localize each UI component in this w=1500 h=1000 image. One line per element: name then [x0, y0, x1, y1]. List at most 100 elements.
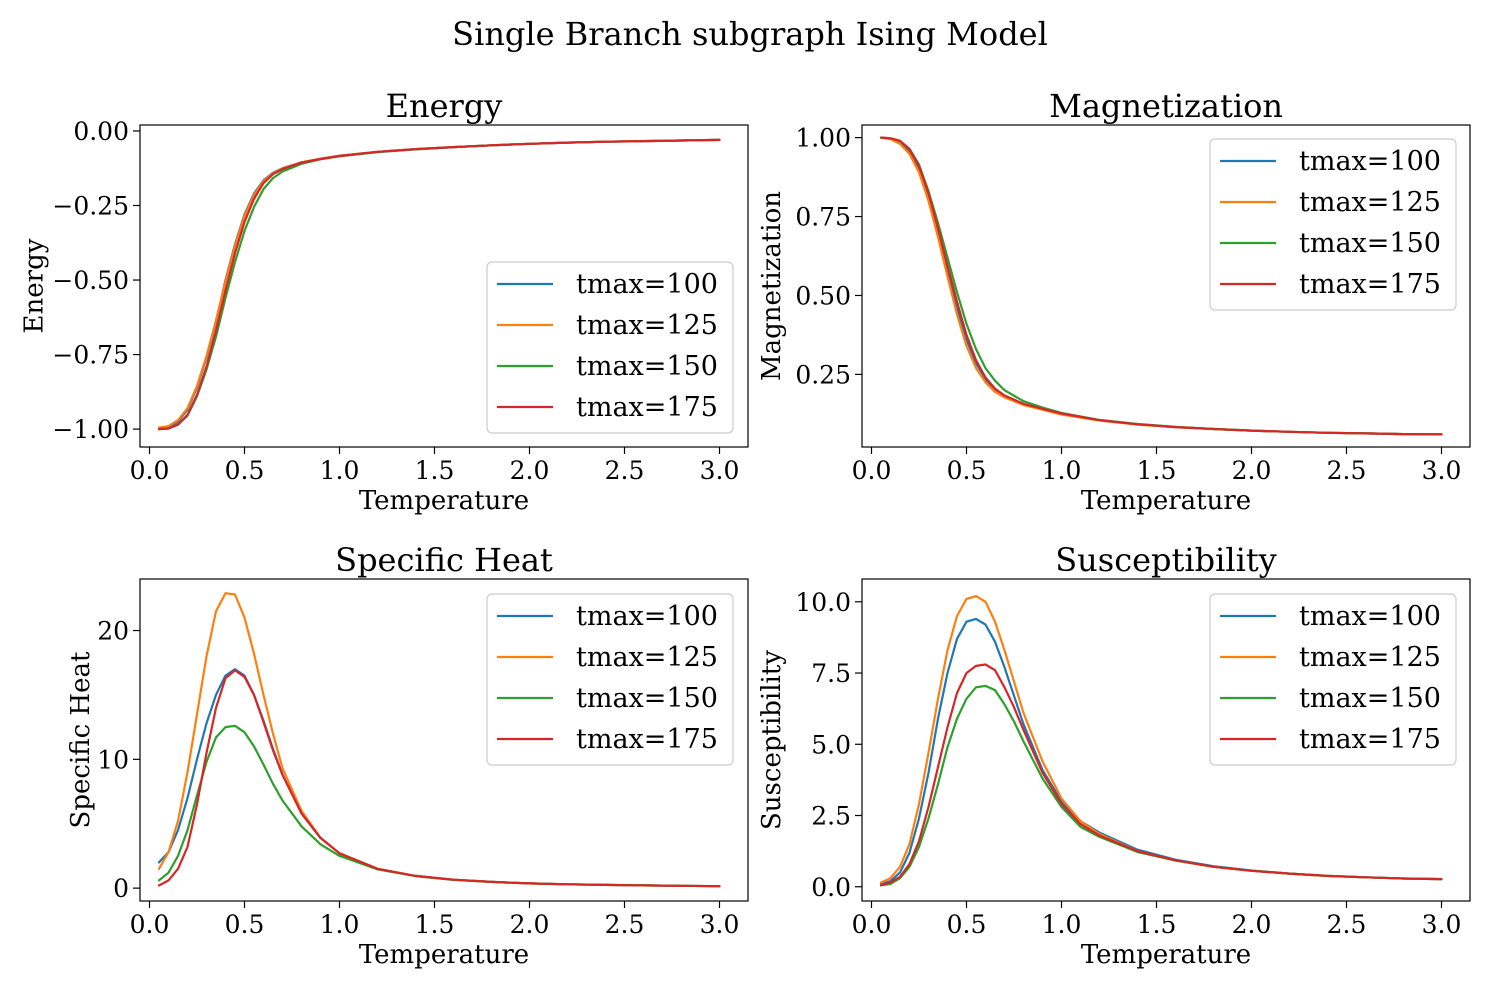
susceptibility-xtick-label: 0.5: [947, 910, 987, 939]
energy-axes-frame: [139, 124, 749, 448]
susceptibility-xtick-label: 2.5: [1327, 910, 1367, 939]
energy-xtick-label: 2.0: [510, 456, 550, 485]
energy-xtick-label: 2.5: [605, 456, 645, 485]
susceptibility-series-group: [879, 594, 1443, 887]
susceptibility-legend-label: tmax=125: [1299, 642, 1441, 673]
specific-heat-series-tmax-175: [157, 669, 721, 888]
magnetization-axes-frame: [861, 124, 1471, 448]
figure-title: Single Branch subgraph Ising Model: [452, 15, 1048, 53]
magnetization-xtick-label: 0.0: [852, 456, 892, 485]
specific-heat-xlabel: Temperature: [359, 940, 529, 970]
magnetization-legend-label: tmax=125: [1299, 187, 1441, 218]
susceptibility-panel: Susceptibility 0.0 0.5 1.0 1.5 2.0 2.5 3.0 0.0 2.…: [757, 541, 1471, 970]
energy-xlabel: Temperature: [359, 486, 529, 516]
magnetization-legend-label: tmax=175: [1299, 269, 1441, 300]
energy-legend-label: tmax=175: [576, 392, 718, 423]
specific-heat-panel: Specific Heat 0.0 0.5 1.0 1.5 2.0 2.5 3.0 0 10 20 T…: [66, 541, 749, 970]
magnetization-ytick-label: 1.00: [795, 124, 851, 153]
specific-heat-xtick-label: 2.0: [510, 910, 550, 939]
specific-heat-xtick-label: 2.5: [605, 910, 645, 939]
magnetization-legend-label: tmax=100: [1299, 146, 1441, 177]
specific-heat-xtick-label: 3.0: [700, 910, 740, 939]
magnetization-panel: Magnetization 0.0 0.5 1.0 1.5 2.0 2.5 3.0 1.00 0.…: [757, 87, 1471, 516]
susceptibility-xtick-label: 1.0: [1042, 910, 1082, 939]
specific-heat-legend-label: tmax=125: [576, 642, 718, 673]
energy-panel: Energy 0.0 0.5 1.0 1.5 2.0 2.5 3.0 0.00 −0.25 −0.5…: [20, 87, 749, 516]
energy-xtick-label: 1.0: [320, 456, 360, 485]
magnetization-ytick-label: 0.25: [795, 360, 851, 389]
specific-heat-legend-frame: [486, 593, 734, 766]
susceptibility-xtick-label: 2.0: [1232, 910, 1272, 939]
specific-heat-xtick-label: 0.0: [130, 910, 170, 939]
specific-heat-legend-label: tmax=175: [576, 724, 718, 755]
energy-xtick-label: 1.5: [415, 456, 455, 485]
specific-heat-ytick-label: 20: [97, 617, 129, 646]
susceptibility-xlabel: Temperature: [1081, 940, 1251, 970]
susceptibility-series-tmax-175: [879, 663, 1443, 887]
susceptibility-title: Susceptibility: [1055, 541, 1277, 579]
susceptibility-ytick-label: 5.0: [811, 730, 851, 759]
energy-ytick-label: 0.00: [73, 117, 129, 146]
energy-legend-label: tmax=150: [576, 351, 718, 382]
susceptibility-legend-label: tmax=100: [1299, 601, 1441, 632]
magnetization-ylabel: Magnetization: [757, 191, 787, 381]
magnetization-legend-frame: [1209, 138, 1457, 311]
energy-legend: tmax=100 tmax=125 tmax=150 tmax=175: [486, 261, 734, 434]
magnetization-xlabel: Temperature: [1081, 486, 1251, 516]
specific-heat-xtick-label: 1.5: [415, 910, 455, 939]
specific-heat-title: Specific Heat: [335, 541, 553, 579]
susceptibility-xtick-label: 3.0: [1422, 910, 1462, 939]
energy-series-group: [157, 138, 721, 431]
energy-legend-label: tmax=100: [576, 269, 718, 300]
magnetization-title: Magnetization: [1049, 87, 1283, 125]
energy-ytick-label: −0.25: [52, 192, 129, 221]
susceptibility-axes-frame: [861, 578, 1471, 902]
susceptibility-legend-label: tmax=150: [1299, 683, 1441, 714]
susceptibility-ytick-label: 0.0: [811, 873, 851, 902]
specific-heat-xtick-label: 1.0: [320, 910, 360, 939]
energy-legend-frame: [486, 261, 734, 434]
magnetization-xtick-label: 1.5: [1137, 456, 1177, 485]
susceptibility-xtick-label: 0.0: [852, 910, 892, 939]
specific-heat-xtick-label: 0.5: [225, 910, 265, 939]
energy-legend-label: tmax=125: [576, 310, 718, 341]
specific-heat-ytick-label: 0: [113, 874, 129, 903]
energy-ytick-label: −0.50: [52, 266, 129, 295]
magnetization-ytick-label: 0.75: [795, 203, 851, 232]
susceptibility-ytick-label: 10.0: [795, 588, 851, 617]
specific-heat-ylabel: Specific Heat: [66, 651, 96, 828]
specific-heat-series-group: [157, 592, 721, 888]
energy-series-tmax-175: [157, 138, 721, 431]
susceptibility-legend-label: tmax=175: [1299, 724, 1441, 755]
energy-xtick-label: 3.0: [700, 456, 740, 485]
susceptibility-legend-frame: [1209, 593, 1457, 766]
specific-heat-legend-label: tmax=150: [576, 683, 718, 714]
magnetization-legend-label: tmax=150: [1299, 228, 1441, 259]
energy-title: Energy: [386, 87, 503, 125]
susceptibility-ytick-label: 7.5: [811, 659, 851, 688]
energy-ytick-label: −0.75: [52, 341, 129, 370]
magnetization-ytick-label: 0.50: [795, 281, 851, 310]
magnetization-series-tmax-175: [879, 136, 1443, 436]
energy-xtick-label: 0.0: [130, 456, 170, 485]
specific-heat-ytick-label: 10: [97, 745, 129, 774]
magnetization-legend: tmax=100 tmax=125 tmax=150 tmax=175: [1209, 138, 1457, 311]
magnetization-xtick-label: 2.5: [1327, 456, 1367, 485]
energy-ylabel: Energy: [20, 238, 50, 333]
susceptibility-xtick-label: 1.5: [1137, 910, 1177, 939]
specific-heat-legend: tmax=100 tmax=125 tmax=150 tmax=175: [486, 593, 734, 766]
magnetization-xtick-label: 3.0: [1422, 456, 1462, 485]
specific-heat-axes-frame: [139, 578, 749, 902]
energy-xtick-label: 0.5: [225, 456, 265, 485]
specific-heat-legend-label: tmax=100: [576, 601, 718, 632]
susceptibility-ylabel: Susceptibility: [757, 650, 787, 830]
magnetization-xtick-label: 2.0: [1232, 456, 1272, 485]
magnetization-xtick-label: 0.5: [947, 456, 987, 485]
energy-ytick-label: −1.00: [52, 415, 129, 444]
magnetization-xtick-label: 1.0: [1042, 456, 1082, 485]
magnetization-series-group: [879, 136, 1443, 436]
susceptibility-ytick-label: 2.5: [811, 802, 851, 831]
susceptibility-legend: tmax=100 tmax=125 tmax=150 tmax=175: [1209, 593, 1457, 766]
